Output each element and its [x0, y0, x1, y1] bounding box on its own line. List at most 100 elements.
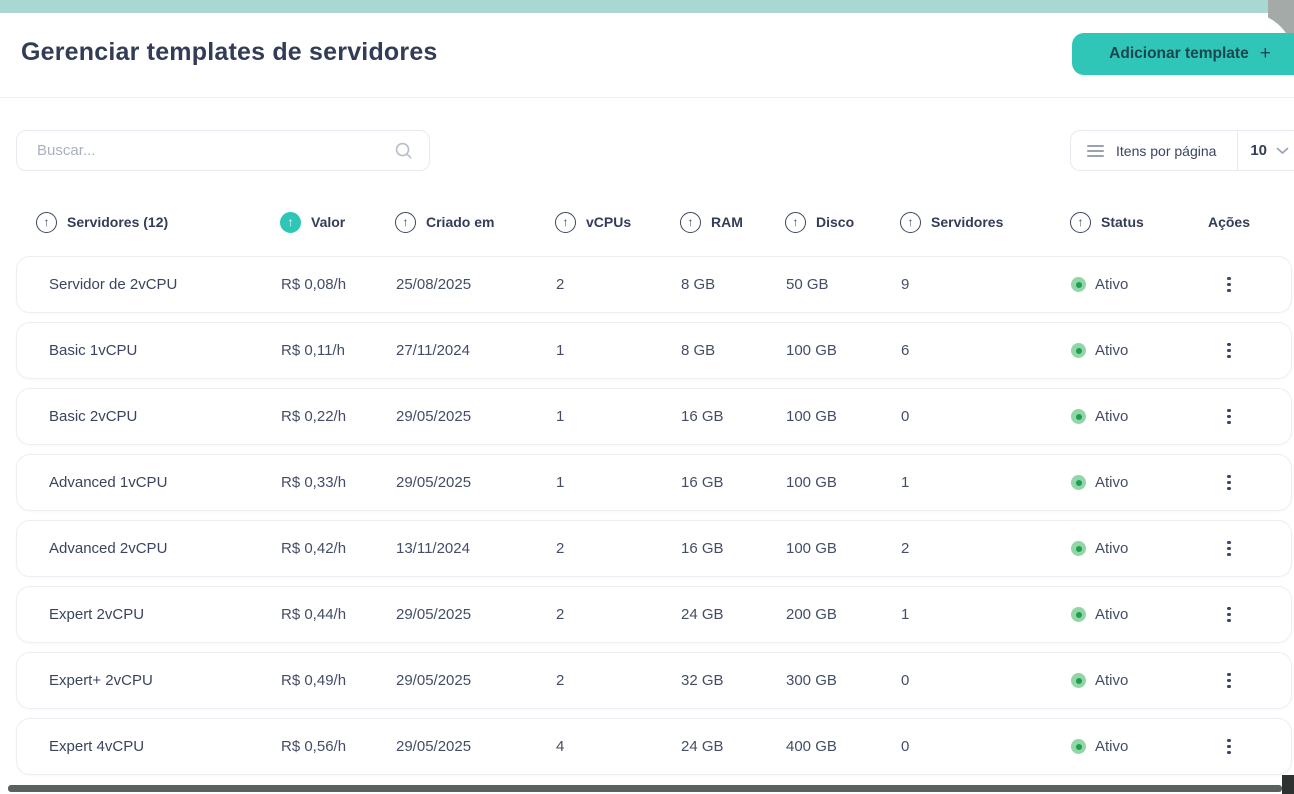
template-row: Expert 4vCPU R$ 0,56/h 29/05/2025 4 24 GB 400… — [16, 718, 1292, 775]
cell-criado-em: 29/05/2025 — [396, 474, 472, 491]
cell-servidores: 1 — [901, 474, 910, 491]
cell-status: Ativo — [1061, 738, 1191, 755]
status-active-dot-icon — [1071, 409, 1086, 424]
add-template-button[interactable]: Adicionar template + — [1072, 33, 1294, 75]
items-per-page-control[interactable]: Itens por página 10 — [1070, 130, 1294, 171]
cell-servidores: 0 — [901, 672, 910, 689]
cell-servidores: 1 — [901, 606, 910, 623]
cell-ram: 16 GB — [681, 474, 724, 491]
chevron-down-icon — [1276, 142, 1289, 160]
cell-name: Servidor de 2vCPU — [49, 276, 178, 293]
sort-arrow-up-icon[interactable]: ↑ — [555, 211, 576, 233]
template-row: Advanced 2vCPU R$ 0,42/h 13/11/2024 2 16 GB 1… — [16, 520, 1292, 577]
sort-arrow-up-icon[interactable]: ↑ — [1070, 211, 1091, 233]
cell-name: Advanced 2vCPU — [49, 540, 168, 557]
table-body: Servidor de 2vCPU R$ 0,08/h 25/08/2025 2 8 G… — [16, 256, 1292, 784]
template-row: Expert 2vCPU R$ 0,44/h 29/05/2025 2 24 GB 200… — [16, 586, 1292, 643]
cell-status: Ativo — [1061, 606, 1191, 623]
cell-ram: 24 GB — [681, 738, 724, 755]
cell-disco: 100 GB — [786, 474, 837, 491]
row-actions-kebab-icon[interactable] — [1219, 469, 1238, 496]
list-icon — [1087, 144, 1104, 157]
column-header-disco[interactable]: ↑ Disco — [785, 211, 900, 233]
column-header-label: Servidores (12) — [67, 214, 169, 230]
sort-arrow-up-icon[interactable]: ↑ — [36, 211, 57, 233]
page-title: Gerenciar templates de servidores — [21, 38, 438, 66]
cell-name: Advanced 1vCPU — [49, 474, 168, 491]
sort-arrow-up-icon[interactable]: ↑ — [785, 211, 806, 233]
cell-valor: R$ 0,42/h — [281, 540, 347, 557]
items-per-page-selector[interactable]: 10 — [1237, 131, 1294, 170]
row-actions-kebab-icon[interactable] — [1219, 601, 1238, 628]
cell-vcpus: 4 — [556, 738, 565, 755]
row-actions-kebab-icon[interactable] — [1219, 271, 1238, 298]
status-label: Ativo — [1095, 606, 1129, 623]
column-header-a-es: Ações — [1190, 214, 1268, 230]
sort-arrow-up-icon[interactable]: ↑ — [900, 211, 921, 233]
cell-valor: R$ 0,56/h — [281, 738, 347, 755]
cell-ram: 32 GB — [681, 672, 724, 689]
column-header-label: vCPUs — [586, 214, 632, 230]
status-active-dot-icon — [1071, 541, 1086, 556]
column-header-servidores[interactable]: ↑ Servidores — [900, 211, 1060, 233]
cell-actions — [1191, 535, 1267, 562]
column-header-valor[interactable]: ↑ Valor — [280, 211, 395, 233]
status-active-dot-icon — [1071, 607, 1086, 622]
cell-servidores: 6 — [901, 342, 910, 359]
items-per-page-label: Itens por página — [1116, 142, 1217, 159]
sort-arrow-up-icon[interactable]: ↑ — [280, 211, 301, 233]
cell-valor: R$ 0,22/h — [281, 408, 347, 425]
cell-name: Basic 2vCPU — [49, 408, 138, 425]
sort-arrow-up-icon[interactable]: ↑ — [395, 211, 416, 233]
column-header-ram[interactable]: ↑ RAM — [680, 211, 785, 233]
cell-status: Ativo — [1061, 540, 1191, 557]
row-actions-kebab-icon[interactable] — [1219, 403, 1238, 430]
page-content: Gerenciar templates de servidores Adicio… — [0, 13, 1294, 794]
cell-disco: 100 GB — [786, 342, 837, 359]
row-actions-kebab-icon[interactable] — [1219, 535, 1238, 562]
bottom-corner-decoration — [1282, 775, 1294, 794]
column-header-vcpus[interactable]: ↑ vCPUs — [555, 211, 680, 233]
add-template-button-label: Adicionar template — [1109, 45, 1249, 62]
cell-criado-em: 13/11/2024 — [396, 540, 470, 557]
cell-criado-em: 29/05/2025 — [396, 606, 472, 623]
column-header-status[interactable]: ↑ Status — [1060, 211, 1190, 233]
column-header-servidores-12[interactable]: ↑ Servidores (12) — [36, 211, 280, 233]
cell-vcpus: 2 — [556, 276, 565, 293]
cell-status: Ativo — [1061, 474, 1191, 491]
column-header-label: Servidores — [931, 214, 1004, 230]
cell-valor: R$ 0,44/h — [281, 606, 347, 623]
cell-name: Basic 1vCPU — [49, 342, 138, 359]
cell-actions — [1191, 667, 1267, 694]
cell-name: Expert 2vCPU — [49, 606, 145, 623]
row-actions-kebab-icon[interactable] — [1219, 667, 1238, 694]
row-actions-kebab-icon[interactable] — [1219, 337, 1238, 364]
status-label: Ativo — [1095, 408, 1129, 425]
status-label: Ativo — [1095, 540, 1129, 557]
row-actions-kebab-icon[interactable] — [1219, 733, 1238, 760]
search-input[interactable] — [17, 142, 394, 159]
cell-ram: 24 GB — [681, 606, 724, 623]
template-row: Advanced 1vCPU R$ 0,33/h 29/05/2025 1 16 GB 1… — [16, 454, 1292, 511]
cell-status: Ativo — [1061, 276, 1191, 293]
cell-valor: R$ 0,33/h — [281, 474, 347, 491]
cell-ram: 16 GB — [681, 540, 724, 557]
cell-servidores: 2 — [901, 540, 910, 557]
status-active-dot-icon — [1071, 739, 1086, 754]
items-per-page-value: 10 — [1250, 142, 1267, 159]
cell-actions — [1191, 469, 1267, 496]
status-label: Ativo — [1095, 672, 1129, 689]
sort-arrow-up-icon[interactable]: ↑ — [680, 211, 701, 233]
status-active-dot-icon — [1071, 475, 1086, 490]
column-header-criado-em[interactable]: ↑ Criado em — [395, 211, 555, 233]
cell-valor: R$ 0,49/h — [281, 672, 347, 689]
template-row: Servidor de 2vCPU R$ 0,08/h 25/08/2025 2 8 G… — [16, 256, 1292, 313]
cell-valor: R$ 0,11/h — [281, 342, 345, 359]
status-label: Ativo — [1095, 474, 1129, 491]
plus-icon: + — [1259, 42, 1271, 64]
cell-disco: 300 GB — [786, 672, 837, 689]
cell-ram: 16 GB — [681, 408, 724, 425]
cell-name: Expert+ 2vCPU — [49, 672, 153, 689]
cell-actions — [1191, 403, 1267, 430]
